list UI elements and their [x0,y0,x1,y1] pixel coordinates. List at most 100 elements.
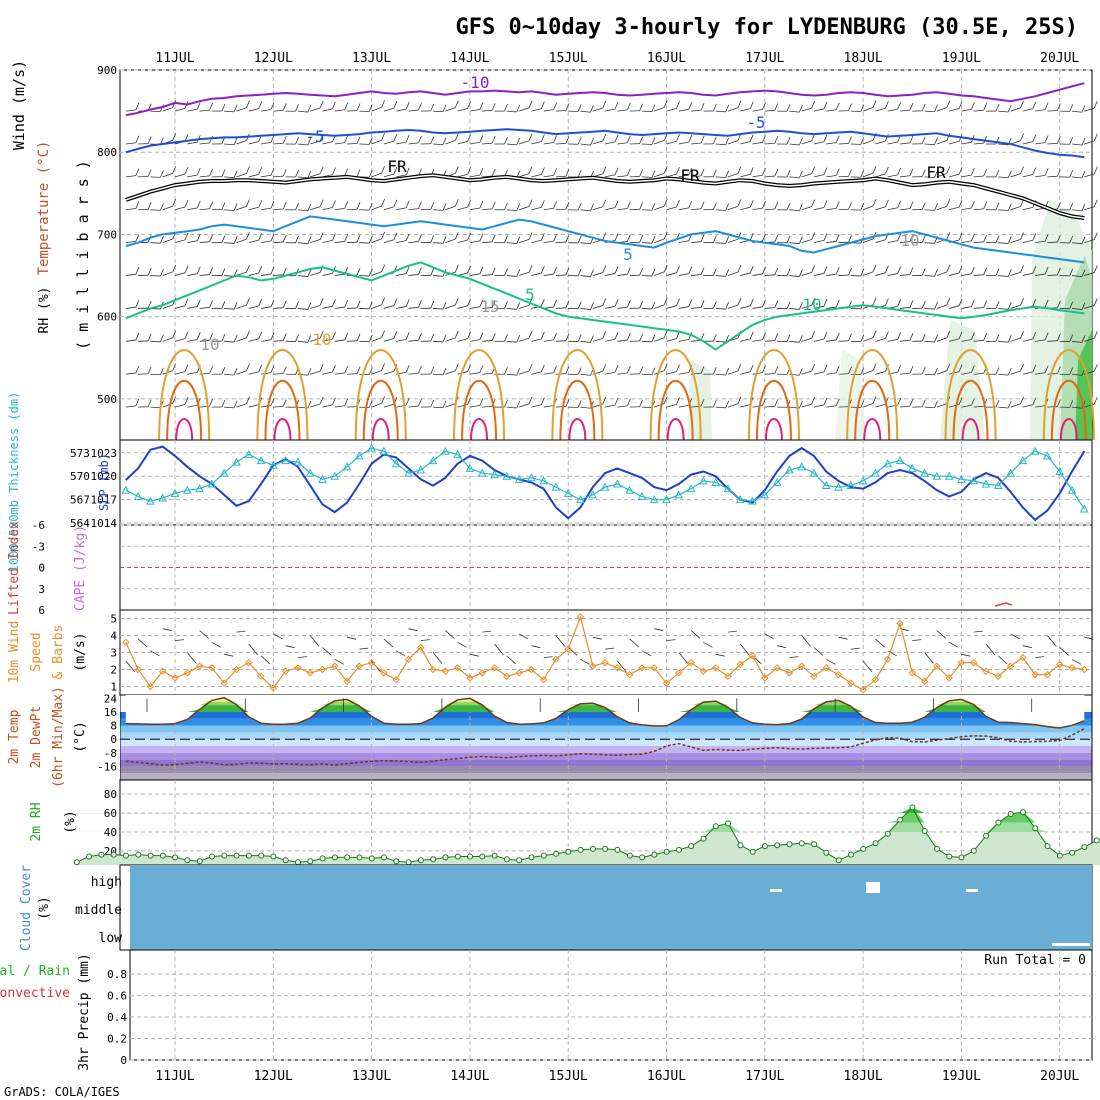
wind-barb-flag [356,103,361,111]
thickness-marker [711,477,720,486]
wind-barb [641,275,652,277]
wind-barb [641,373,652,376]
wind-barb-flag [676,101,680,109]
wind-barb-flag [774,300,779,308]
wind-barb-flag [368,301,373,309]
wind-barb [961,174,972,178]
wind-barb [862,139,874,145]
wind-barb-flag [233,203,238,211]
wind-barb-flag [897,101,902,110]
rh-marker [1020,809,1026,816]
temperature-tick-label: -16 [97,760,117,773]
wind-barb [740,141,751,145]
wind-barb [224,373,235,376]
contour-label: -10 [461,73,490,92]
wind-barb [949,305,960,309]
wind-barb-flag [1020,330,1024,339]
wind-barb [752,207,763,211]
wind-barb-flag [209,168,213,177]
wind-barb-flag [958,364,963,372]
wind-barb [199,307,210,309]
temperature-contour--5 [125,128,1085,159]
lifted-index-axis-label: Lifted Index [7,521,22,615]
day-label-top: 17JUL [745,51,784,66]
rh-marker [761,843,768,850]
wind-barb [998,340,1009,343]
wind-barb [715,275,726,277]
wind-barb-flag [196,167,201,176]
thickness-marker [133,491,143,500]
thickness-marker [256,456,266,465]
wind10m-marker [699,667,708,675]
wind-barb-flag [135,102,140,111]
wind-barb-flag [479,200,484,209]
wind-barb [260,141,272,145]
thickness-marker [477,468,487,477]
wind-barb-flag [725,170,730,178]
rh-marker [528,854,535,861]
wind-barb-flag [405,266,410,274]
wind-barb [224,340,235,343]
wind-barb [604,404,616,408]
wind-barb-flag [442,367,447,376]
wind-barb [322,272,333,276]
wind-barb [518,337,530,342]
wind-barb [752,306,763,309]
wind-barb-flag [921,103,926,112]
wind-barb-flag [811,331,816,339]
wind-barb-flag [135,365,140,374]
wind-barb-flag [393,331,398,339]
wind-barb [469,372,480,375]
wind-barb [482,274,493,276]
wind10m-barb [494,643,504,656]
wind-barb [936,107,947,112]
wind-barb [580,340,591,343]
wind-barb [1010,206,1021,211]
wind-barb-flag [553,168,557,176]
contour-label: -5 [305,127,324,146]
wind-barb-flag [799,400,803,409]
wind-barb [543,174,554,178]
wind-barb [936,205,947,211]
wind-barb-flag [246,265,250,273]
wind10m-marker [1019,653,1027,662]
wind-barb [273,109,284,112]
wind-barb-flag [405,167,410,176]
wind-barb [654,238,665,244]
temperature-color-band [120,746,1092,753]
wind-barb [199,274,210,276]
wind-barb [961,207,972,211]
wind-barb-flag [479,365,484,373]
wind-barb [801,304,812,309]
wind10m-barb [125,660,136,673]
wind-barb [678,306,689,309]
wind-barb [949,338,960,342]
wind-barb [789,242,800,245]
wind-barb-flag [676,134,680,142]
wind-barb-flag [786,104,791,112]
wind-barb-flag [577,268,582,276]
wind-barb [469,404,480,408]
wind-barb [347,241,358,244]
wind10m-marker [945,674,953,682]
wind-barb [666,206,677,211]
wind-barb-flag [479,102,484,110]
wind10m-barb [605,647,615,650]
wind-barb-flag [835,365,840,374]
wind-barb [666,403,677,408]
temperature-contour-lowlevel [1059,418,1078,441]
wind-barb-flag [774,399,779,407]
wind-barb-flag [897,332,902,340]
wind-barb [764,142,775,145]
wind-barb [678,273,689,276]
wind-barb [924,209,935,211]
wind-barb-flag [135,201,140,209]
wind-barb-flag [540,200,545,208]
wind-barb [174,239,186,244]
wind-barb [408,339,419,342]
wind-barb [383,107,394,112]
wind-barb-flag [614,299,619,307]
wind-barb-flag [172,166,177,174]
wind10m-marker [576,613,585,621]
wind10m-barb [346,636,357,640]
